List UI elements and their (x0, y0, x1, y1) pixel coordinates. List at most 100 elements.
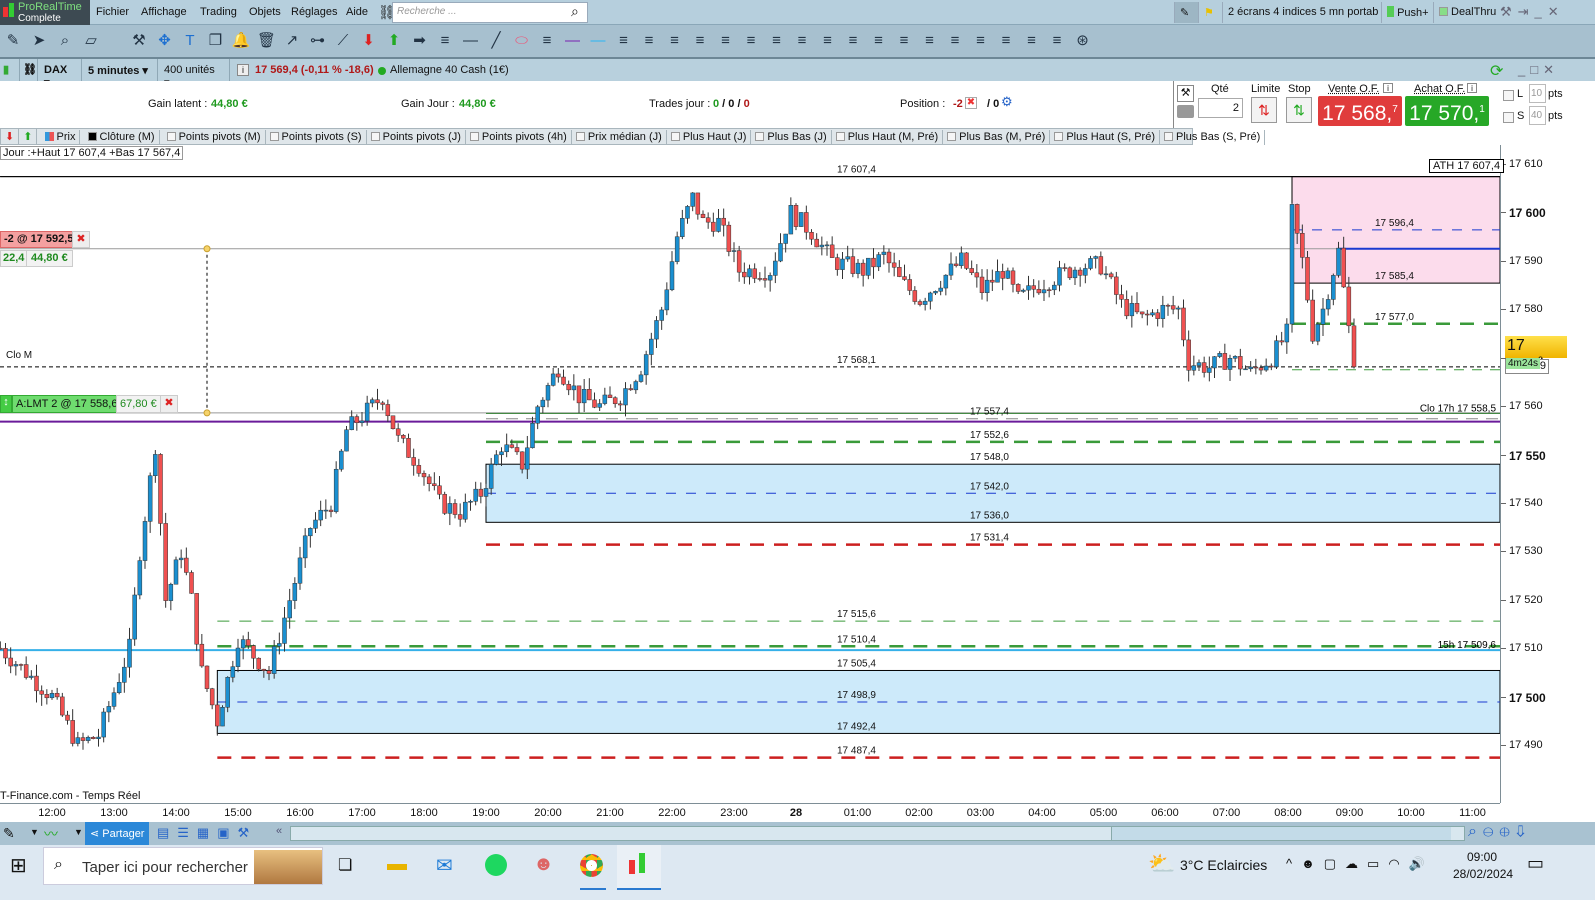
move-icon[interactable]: ✥ (158, 32, 171, 49)
horizontal-scrollbar[interactable] (290, 826, 1465, 841)
text-icon[interactable]: T (185, 32, 195, 49)
up-arrow-icon[interactable]: ⬆ (387, 32, 401, 49)
dealthru-button[interactable]: DealThru (1433, 2, 1501, 23)
range-icon[interactable]: ≡ (772, 32, 781, 49)
pitchfork-icon[interactable]: ≡ (670, 32, 679, 49)
file-explorer-icon[interactable]: ▬ (387, 853, 407, 875)
drag-handle-icon[interactable]: ↕ (0, 395, 12, 413)
drawing-mode-icon[interactable]: ✎ (3, 825, 15, 841)
flag-icon[interactable]: ⚑ (1198, 2, 1222, 23)
limit-pts-input[interactable]: 10 (1529, 84, 1546, 103)
blue-line-icon[interactable]: — (590, 32, 606, 49)
limit-pts-checkbox[interactable] (1503, 90, 1514, 101)
stop-order-button[interactable]: ⇅ (1286, 97, 1312, 123)
legend-cloture-m[interactable]: Clôture (M) (84, 130, 160, 145)
buy-button[interactable]: 17 570,1 (1405, 96, 1489, 126)
legend-toggle[interactable]: Prix médian (J) (572, 130, 667, 145)
down-arrow-icon[interactable]: ⬇ (362, 32, 375, 49)
rectangle-icon[interactable]: ≡ (542, 32, 552, 49)
trend-line-icon[interactable]: ╱ (491, 32, 501, 49)
alert-bell-icon[interactable]: 🔔 (231, 32, 251, 49)
arrow-diagonal-icon[interactable]: ↗ (285, 32, 299, 49)
limit-order-button[interactable]: ⇅ (1251, 97, 1277, 123)
keyboard-icon[interactable] (1177, 105, 1194, 118)
menu-objets[interactable]: Objets (249, 6, 281, 18)
task-view-icon[interactable]: ❏ (338, 857, 353, 874)
trash-icon[interactable]: 🗑 (256, 32, 277, 49)
level2-icon[interactable]: ≡ (746, 32, 756, 49)
fibonacci-icon[interactable]: ≡ (619, 32, 628, 49)
levels4-icon[interactable]: ≡ (925, 32, 934, 49)
info-icon[interactable]: i (237, 64, 249, 76)
levels5-icon[interactable]: ≡ (1001, 32, 1011, 49)
wave-icon[interactable]: ≡ (976, 32, 985, 49)
sell-button[interactable]: 17 568,7 (1318, 96, 1402, 126)
legend-toggle[interactable]: Plus Haut (S, Pré) (1050, 130, 1160, 145)
buy-arrow-icon[interactable]: ⬆ (19, 129, 38, 144)
price-chart[interactable]: 17 615,617 607,417 596,417 585,417 577,0… (0, 145, 1500, 803)
collapse-icon[interactable]: « (276, 825, 283, 837)
search-input[interactable]: Recherche ... (392, 2, 588, 23)
chart-type-icon[interactable]: ▮ (0, 59, 20, 83)
levels6-icon[interactable]: ≡ (1027, 32, 1036, 49)
spotify-icon[interactable] (485, 854, 507, 876)
measure-icon[interactable]: ≡ (848, 32, 858, 49)
clock-date[interactable]: 28/02/2024 (1453, 867, 1514, 881)
right-arrow-icon[interactable]: ➡ (413, 32, 426, 49)
weather-icon[interactable]: ⛅ (1148, 851, 1176, 876)
menu-reglages[interactable]: Réglages (291, 6, 338, 18)
menu-trading[interactable]: Trading (200, 6, 237, 18)
prorealtime-taskbar-button[interactable] (617, 845, 661, 890)
settings-gear-icon[interactable]: ⚙ (1001, 94, 1013, 109)
menu-aide[interactable]: Aide (346, 6, 369, 18)
purple-line-icon[interactable]: — (565, 32, 580, 49)
menu-affichage[interactable]: Affichage (141, 6, 187, 18)
legend-toggle[interactable]: Plus Bas (J) (751, 130, 832, 145)
legend-toggle[interactable]: Points pivots (4h) (466, 130, 572, 145)
gann-icon[interactable]: ≡ (695, 32, 705, 49)
weather-text[interactable]: 3°C Eclaircies (1180, 857, 1268, 873)
stop-pts-checkbox[interactable] (1503, 112, 1514, 123)
ruler-icon[interactable]: ▱ (85, 32, 97, 49)
legend-toggle[interactable]: Plus Haut (M, Pré) (832, 130, 944, 145)
pointer-icon[interactable]: ➤ (32, 32, 46, 49)
clock-time[interactable]: 09:00 (1467, 850, 1498, 864)
taskbar-search[interactable]: ⌕ Taper ici pour rechercher (43, 847, 323, 885)
fan-icon[interactable]: ≡ (644, 32, 654, 49)
channel-icon[interactable]: ≡ (440, 32, 450, 49)
legend-toggle[interactable]: Plus Bas (S, Pré) (1160, 130, 1266, 145)
legend-toggle[interactable]: Points pivots (S) (266, 130, 367, 145)
limit-order-tag[interactable]: A:LMT 2 @ 17 558,6 (12, 395, 122, 413)
qty-input[interactable]: 2 (1198, 98, 1243, 118)
legend-toggle[interactable]: Plus Haut (J) (667, 130, 752, 145)
time-axis[interactable]: 12:00 13:00 14:00 15:00 16:00 17:00 18:00 19:00… (0, 803, 1500, 822)
workspace-selector[interactable]: 2 écrans 4 indices 5 mn portab (1222, 2, 1383, 23)
chart-window-controls[interactable]: _□✕ (1518, 62, 1559, 77)
timeframe-select[interactable]: 5 minutes ▾ (82, 59, 158, 83)
stop-pts-input[interactable]: 40 (1529, 106, 1546, 125)
push-button[interactable]: Push+ (1381, 2, 1434, 23)
sync-icon[interactable]: ⟳ (1490, 63, 1504, 80)
legend-toggle[interactable]: Plus Bas (M, Pré) (943, 130, 1051, 145)
ruler2-icon[interactable]: ≡ (874, 32, 883, 49)
mail-icon[interactable]: ✉ (436, 855, 453, 877)
menu-fichier[interactable]: Fichier (96, 6, 130, 18)
notifications-icon[interactable]: ▭ (1527, 853, 1545, 873)
close-short-icon[interactable]: ✖ (72, 231, 90, 248)
zoom-icon[interactable]: ⌕ (60, 32, 70, 49)
close-position-icon[interactable]: ✖ (965, 97, 977, 109)
window-controls[interactable]: ⚒⇥_✕ (1500, 4, 1565, 19)
wrench-icon[interactable]: ⚒ (1177, 85, 1194, 102)
range2-icon[interactable]: ≡ (797, 32, 807, 49)
windows-start-icon[interactable]: ⊞ (10, 855, 27, 877)
search-icon[interactable]: ⌕ (571, 3, 579, 19)
legend-toggle[interactable]: Points pivots (J) (367, 130, 466, 145)
buy-info-icon[interactable]: i (1467, 83, 1477, 93)
segment-icon[interactable]: ⊶ (310, 32, 325, 49)
pencil-icon[interactable]: ✎ (6, 32, 20, 49)
sell-arrow-icon[interactable]: ⬇ (1, 129, 20, 144)
cancel-limit-icon[interactable]: ✖ (160, 395, 178, 413)
scrollbar-thumb[interactable] (1111, 827, 1451, 840)
dropdown-arrow-icon[interactable]: ▼ (30, 827, 39, 837)
